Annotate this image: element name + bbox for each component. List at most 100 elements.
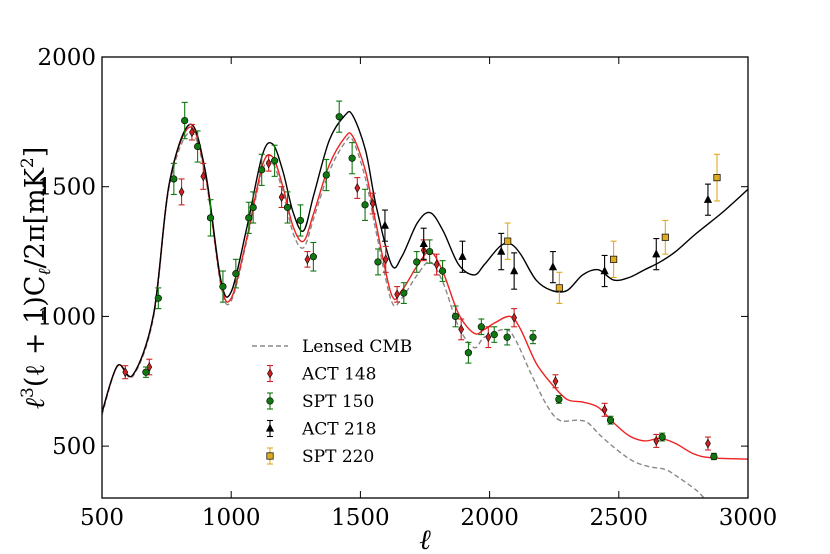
act-148-point (200, 171, 207, 182)
spt-150-point (181, 116, 189, 125)
spt-150-point (606, 416, 615, 424)
spt-220-point (504, 237, 512, 245)
spt-150-point (413, 258, 421, 266)
spt-150-point (271, 157, 279, 165)
spt-150-point (154, 294, 162, 302)
spt-150-point (451, 312, 460, 321)
y-tick-label: 2000 (37, 45, 96, 71)
curve-lensed-cmb (102, 131, 705, 498)
legend-spt-220-marker (266, 452, 274, 460)
legend-spt-150-marker (266, 397, 274, 405)
x-tick-label: 1000 (202, 505, 261, 531)
act-218-point (510, 266, 519, 275)
act-148-point (382, 254, 389, 265)
x-tick-label: 3000 (719, 505, 778, 531)
y-tick-label: 500 (52, 434, 96, 460)
x-axis-label: ℓ (419, 523, 431, 554)
act-148-point (653, 435, 660, 446)
act-148-point (265, 158, 272, 169)
act-148-point (189, 127, 195, 138)
act-148-point (552, 376, 559, 387)
ylabel-part-7: ] (20, 147, 51, 158)
ylabel-part-5: /2π[mK (20, 167, 51, 268)
axis-ticks: 500 1000 1500 2000 2500 3000 500 1000 1500 2000 (37, 45, 777, 531)
spt-150-point (658, 433, 666, 441)
act-148-point (122, 367, 129, 378)
x-tick-label: 2000 (460, 505, 519, 531)
ylabel-part-2: 3 (18, 387, 38, 398)
act-148-point (369, 198, 376, 209)
spt-150-point (710, 452, 718, 461)
spt-220-point (555, 284, 563, 292)
spt-150-point (206, 214, 215, 222)
y-axis-label-text: ℓ3(ℓ + 1)Cℓ/2π[mK2] (18, 147, 55, 410)
act-148-point (601, 404, 608, 415)
spt-150-point (296, 216, 305, 225)
act-218-point (703, 194, 713, 203)
spt-150-point (322, 171, 330, 179)
x-tick-label: 1500 (331, 505, 390, 531)
act-148-point (304, 254, 311, 265)
spt-150-point (249, 203, 257, 212)
legend-spt-220-label: SPT 220 (302, 447, 374, 467)
spt-150-point (400, 289, 408, 297)
act-218-point (600, 266, 609, 275)
plot-frame (101, 56, 749, 499)
x-tick-label: 2500 (590, 505, 649, 531)
legend-act-148-label: ACT 148 (301, 365, 376, 385)
spt-220-point (713, 174, 721, 182)
act-218-point (380, 220, 390, 229)
spt-220-point (661, 233, 669, 241)
y-axis-label: ℓ3(ℓ + 1)Cℓ/2π[mK2] (18, 147, 55, 410)
y-tick-label: 1000 (37, 304, 96, 330)
ylabel-part-1: ℓ (20, 397, 51, 409)
spt-150-point (477, 323, 485, 331)
act-218-point (458, 251, 467, 260)
spt-150-point (438, 267, 447, 275)
act-148-point (394, 289, 400, 300)
y-tick-label: 1500 (37, 175, 96, 201)
curve-act-218-model (102, 110, 748, 413)
spt-150-point (309, 253, 317, 261)
act-148-point (511, 312, 518, 323)
spt-150-point (232, 270, 240, 278)
act-148-point (178, 186, 185, 197)
ylabel-part-6: 2 (18, 157, 38, 168)
spt-150-point (503, 333, 511, 341)
ylabel-part-3: (ℓ + 1)C (20, 276, 51, 388)
act-148-point (433, 259, 440, 270)
legend-spt-150-label: SPT 150 (302, 392, 374, 412)
legend-act-218-label: ACT 218 (301, 420, 376, 440)
spt-150-point (464, 349, 473, 357)
spt-150-point (426, 247, 434, 256)
act-148-point (458, 324, 465, 335)
spt-150-point (529, 333, 537, 341)
act-218-point (652, 249, 661, 258)
legend: Lensed CMB ACT 148 SPT 150 ACT 218 SPT 220 (252, 337, 412, 467)
spt-150-point (348, 154, 356, 162)
act-148-point (705, 438, 711, 449)
legend-lensed-cmb-label: Lensed CMB (302, 337, 412, 357)
act-148-point (278, 192, 285, 203)
spt-150-point (555, 395, 563, 404)
spt-150-point (194, 142, 202, 151)
spt-220-point (610, 255, 618, 263)
x-tick-label: 500 (80, 505, 124, 531)
act-218-point (497, 246, 506, 255)
ylabel-part-4: ℓ (35, 268, 55, 275)
spt-150-point (170, 175, 178, 183)
act-218-point (419, 238, 428, 247)
legend-act-218-marker (265, 423, 275, 432)
spt-150-point (283, 203, 292, 212)
act-218-point (548, 262, 557, 271)
spt-150-point (219, 282, 227, 291)
act-148-point (354, 182, 361, 194)
spt-150-point (335, 113, 343, 121)
legend-act-148-marker (267, 368, 273, 379)
data-points (122, 100, 721, 461)
spt-150-point (258, 166, 266, 174)
act-148-point (485, 332, 492, 343)
spt-150-point (361, 201, 369, 209)
spt-150-point (374, 258, 382, 266)
